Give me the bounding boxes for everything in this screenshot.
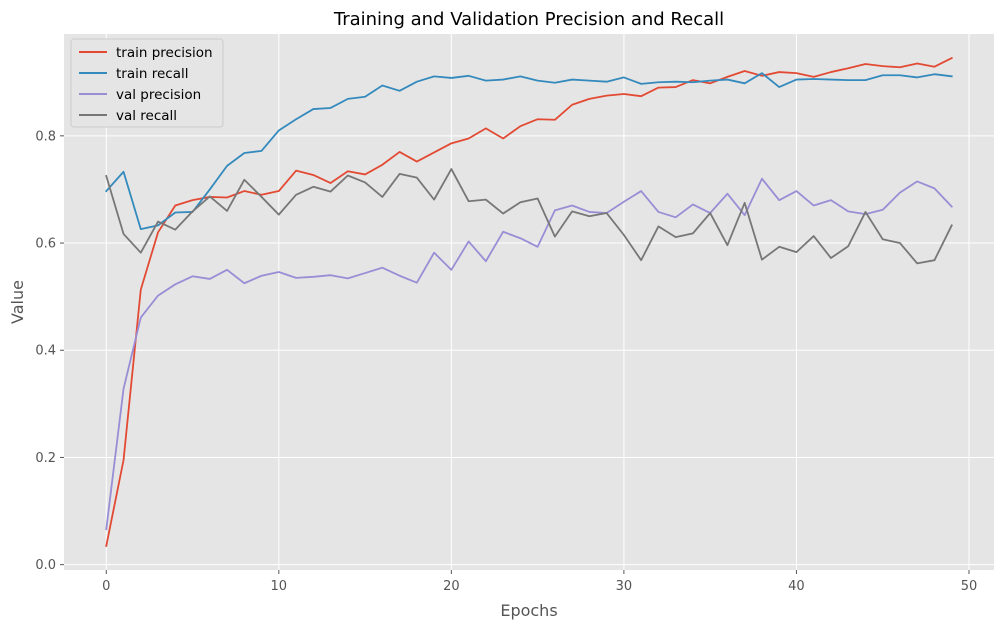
y-tick-label: 0.4 [35,344,56,359]
legend-label: val recall [116,108,177,124]
axis-ticks: 0 10 20 30 40 50 0.0 0.2 0.4 0.6 0.8 [35,129,977,594]
legend-label: train precision [116,45,213,61]
chart-title: Training and Validation Precision and Re… [333,9,724,30]
y-tick-label: 0.0 [35,558,56,573]
x-tick-label: 30 [616,579,633,594]
legend-item: train recall [79,66,188,82]
x-tick-label: 20 [443,579,460,594]
x-tick-label: 10 [271,579,288,594]
legend-item: val precision [79,87,201,103]
y-tick-label: 0.2 [35,451,56,466]
x-tick-label: 40 [788,579,805,594]
x-axis-label: Epochs [500,601,557,620]
legend-label: train recall [116,66,188,82]
legend: train precision train recall val precisi… [70,38,224,128]
series-line-val-precision [105,177,954,531]
legend-box [70,38,224,128]
legend-item: val recall [79,108,177,124]
legend-item: train precision [79,45,213,61]
x-tick-label: 0 [102,579,110,594]
series-line-val-recall [105,168,953,265]
legend-label: val precision [116,87,201,103]
series-lines [104,56,954,547]
x-tick-label: 50 [961,579,978,594]
series-line-train-precision [105,56,953,547]
y-tick-label: 0.6 [35,237,56,252]
y-axis-label: Value [8,280,27,324]
series-line-train-recall [104,72,953,230]
y-tick-label: 0.8 [35,129,56,144]
